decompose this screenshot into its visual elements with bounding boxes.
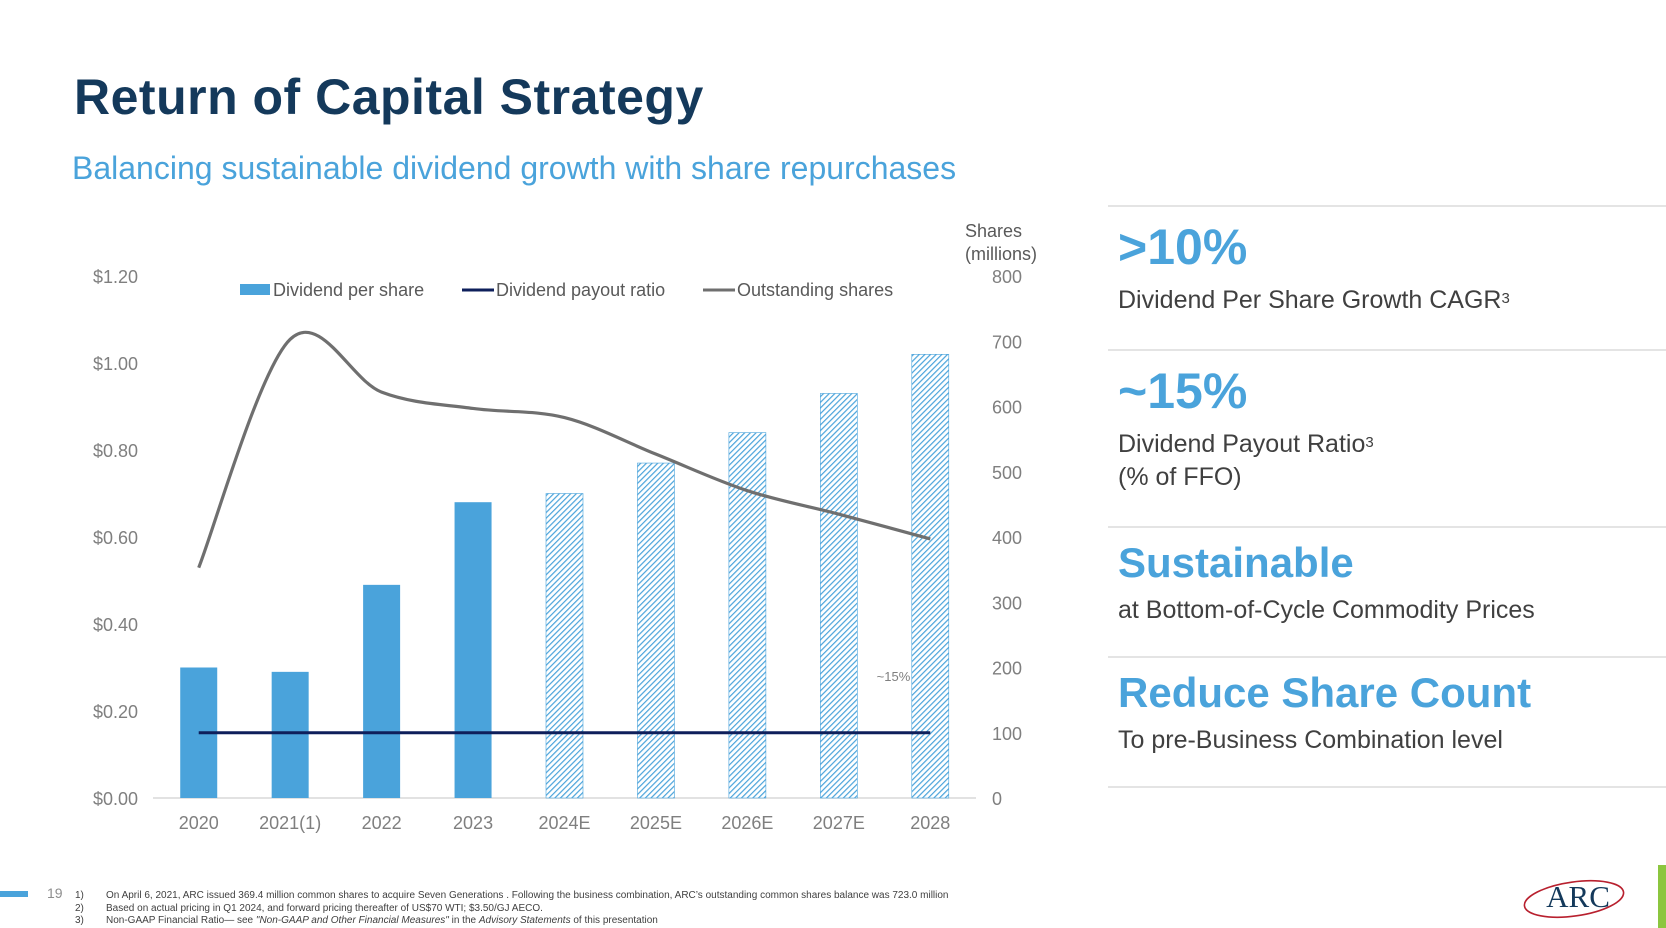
dividend-bar-projected xyxy=(545,493,584,799)
dividend-bar xyxy=(363,584,401,798)
x-tick-label: 2023 xyxy=(453,813,493,833)
divider xyxy=(1108,349,1666,351)
dividend-bar xyxy=(271,671,309,798)
footnote-text: Non-GAAP Financial Ratio— see xyxy=(106,915,256,926)
brand-accent-bar xyxy=(1658,865,1666,928)
page-marker xyxy=(0,891,28,897)
legend-swatch-dividend xyxy=(240,284,270,295)
y-right-tick-label: 200 xyxy=(992,659,1022,679)
divider xyxy=(1108,205,1666,207)
footnote-text: Based on actual pricing in Q1 2024, and … xyxy=(106,902,543,914)
page-subtitle: Balancing sustainable dividend growth wi… xyxy=(72,150,957,186)
x-tick-label: 2027E xyxy=(813,813,865,833)
footnote-ref: 3 xyxy=(1365,434,1374,451)
x-tick-label: 2025E xyxy=(630,813,682,833)
y-right-tick-label: 0 xyxy=(992,789,1002,809)
outstanding-shares-line xyxy=(197,330,931,569)
x-tick-label: 2028 xyxy=(910,813,950,833)
divider xyxy=(1108,656,1666,658)
x-tick-label: 2024E xyxy=(538,813,590,833)
arc-logo: ARC xyxy=(1523,879,1625,919)
y-right-tick-label: 100 xyxy=(992,724,1022,744)
footnote-number: 2) xyxy=(75,902,84,914)
stat-value: ~15% xyxy=(1118,363,1248,419)
dividend-chart: $0.00 $0.20 $0.40 $0.60 $0.80 $1.00 $1.20 0 100 2… xyxy=(93,221,1037,833)
legend-label: Outstanding shares xyxy=(737,280,893,300)
footnote: 2) Based on actual pricing in Q1 2024, an… xyxy=(75,903,949,916)
stat-description-text: Dividend Per Share Growth CAGR xyxy=(1118,286,1502,314)
footnotes: 1) On April 6, 2021, ARC issued 369.4 mil… xyxy=(75,890,949,928)
stat-description-sub: (% of FFO) xyxy=(1118,463,1242,491)
stat-value: Sustainable xyxy=(1118,539,1354,586)
y-left-tick-label: $0.00 xyxy=(93,789,138,809)
y-right-tick-label: 400 xyxy=(992,528,1022,548)
footnote-text: in the xyxy=(448,915,479,926)
footnote: 3) Non-GAAP Financial Ratio— see "Non-GAA… xyxy=(75,915,949,928)
y-right-axis-label: (millions) xyxy=(965,244,1037,264)
stat-sustainable: Sustainable at Bottom-of-Cycle Commodity… xyxy=(1118,542,1535,627)
page-title: Return of Capital Strategy xyxy=(74,69,704,125)
y-right-tick-label: 300 xyxy=(992,593,1022,613)
y-right-axis-label: Shares xyxy=(965,221,1022,241)
divider xyxy=(1108,786,1666,788)
footnote-text: of this presentation xyxy=(570,915,658,926)
dividend-bar-projected xyxy=(820,393,858,799)
stat-share-count: Reduce Share Count To pre-Business Combi… xyxy=(1118,672,1531,757)
dividend-bar-projected xyxy=(637,462,675,799)
divider xyxy=(1108,526,1666,528)
x-tick-label: 2022 xyxy=(362,813,402,833)
stat-description: at Bottom-of-Cycle Commodity Prices xyxy=(1118,596,1535,624)
y-left-tick-label: $0.20 xyxy=(93,702,138,722)
dividend-bar xyxy=(454,502,492,798)
footnote-ref: 3 xyxy=(1501,290,1510,307)
stat-dividend-growth: >10% Dividend Per Share Growth CAGR3 xyxy=(1118,222,1510,317)
logo-text: ARC xyxy=(1546,879,1610,914)
y-left-tick-label: $0.60 xyxy=(93,528,138,548)
footnote-text: On April 6, 2021, ARC issued 369.4 milli… xyxy=(106,890,949,901)
stat-value: >10% xyxy=(1118,219,1248,275)
x-tick-label: 2026E xyxy=(721,813,773,833)
stat-description: Dividend Payout Ratio3 (% of FFO) xyxy=(1118,428,1374,494)
payout-annotation: ~15% xyxy=(877,669,911,684)
stat-description: Dividend Per Share Growth CAGR3 xyxy=(1118,284,1510,317)
legend-label: Dividend per share xyxy=(273,280,424,300)
page-number: 19 xyxy=(47,885,63,901)
footnote: 1) On April 6, 2021, ARC issued 369.4 mil… xyxy=(75,890,949,903)
y-right-tick-label: 700 xyxy=(992,332,1022,352)
stat-description: To pre-Business Combination level xyxy=(1118,726,1503,754)
y-left-tick-label: $1.00 xyxy=(93,354,138,374)
y-left-tick-label: $0.40 xyxy=(93,615,138,635)
footnote-number: 3) xyxy=(75,915,84,926)
logo-swoosh xyxy=(1523,879,1625,919)
x-tick-label: 2021(1) xyxy=(259,813,321,833)
y-left-tick-label: $0.80 xyxy=(93,441,138,461)
dividend-bar-projected xyxy=(911,353,950,799)
stat-description-text: Dividend Payout Ratio xyxy=(1118,430,1366,458)
y-right-tick-label: 800 xyxy=(992,267,1022,287)
legend-label: Dividend payout ratio xyxy=(496,280,665,300)
footnote-emphasis: "Non-GAAP and Other Financial Measures" xyxy=(255,915,449,926)
footnote-emphasis: Advisory Statements xyxy=(478,915,571,926)
x-tick-label: 2020 xyxy=(179,813,219,833)
y-left-tick-label: $1.20 xyxy=(93,267,138,287)
y-right-tick-label: 600 xyxy=(992,398,1022,418)
y-right-tick-label: 500 xyxy=(992,463,1022,483)
footnote-number: 1) xyxy=(75,890,84,901)
stat-value: Reduce Share Count xyxy=(1118,669,1532,716)
stat-payout-ratio: ~15% Dividend Payout Ratio3 (% of FFO) xyxy=(1118,366,1374,494)
